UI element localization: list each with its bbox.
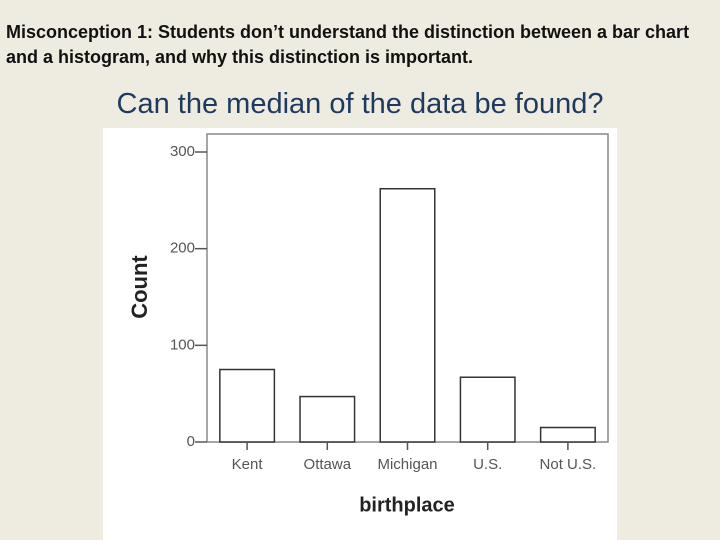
x-tick-label: Not U.S. (540, 456, 597, 473)
y-axis-label: Count (127, 255, 152, 319)
slide-heading: Misconception 1: Students don’t understa… (6, 22, 690, 67)
bar (299, 395, 356, 443)
slide-question: Can the median of the data be found? (116, 88, 604, 120)
x-tick-label: U.S. (473, 456, 502, 473)
y-tick-label: 200 (170, 240, 195, 257)
bar (379, 187, 436, 443)
x-tick-label: Michigan (377, 456, 437, 473)
x-axis-label: birthplace (359, 494, 455, 516)
chart: Count birthplace 0 100 200 300 Kent Ottawa Mic… (103, 128, 617, 540)
chart-panel (103, 128, 617, 540)
y-tick-label: 300 (170, 143, 195, 160)
y-tick-label: 100 (170, 336, 195, 353)
y-tick-label: 0 (187, 433, 195, 450)
bar (539, 426, 596, 443)
bar (459, 376, 516, 443)
bar (219, 368, 276, 443)
x-tick-label: Ottawa (304, 456, 352, 473)
x-tick-label: Kent (232, 456, 264, 473)
